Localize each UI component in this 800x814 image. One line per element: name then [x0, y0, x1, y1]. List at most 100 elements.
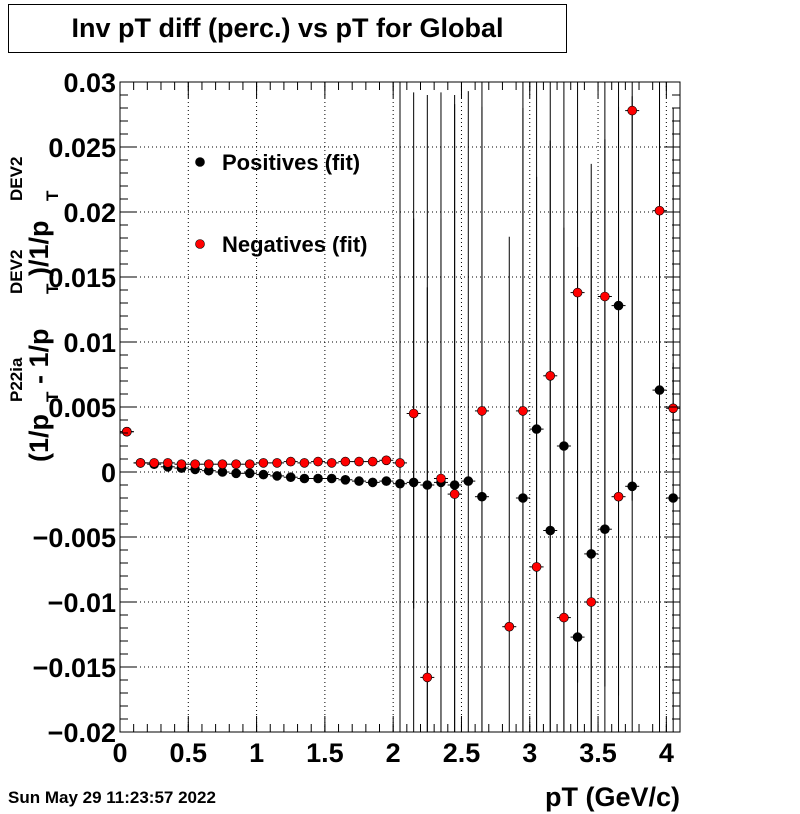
legend: Positives (fit) Negatives (fit)	[195, 150, 367, 257]
negative-point	[217, 459, 228, 470]
negative-point	[518, 406, 528, 416]
x-tick-label: 2	[386, 738, 401, 768]
positive-point	[654, 385, 665, 395]
y-label-superscript: P22ia	[7, 357, 26, 402]
negative-point	[559, 612, 569, 623]
positive-point	[244, 468, 255, 479]
negative-point	[122, 426, 132, 437]
negative-point	[272, 458, 282, 468]
datestamp: Sun May 29 11:23:57 2022	[8, 788, 216, 807]
legend-marker	[195, 239, 205, 249]
x-axis-label: pT (GeV/c)	[545, 782, 680, 812]
negative-point	[299, 458, 310, 468]
tick-labels: 0 0.5 1 1.5 2 2.5 3 3.5 4 −0.02 −0.015 −0.01 −0.005 0…	[33, 68, 674, 768]
x-tick-label: 1	[249, 738, 264, 768]
negative-point	[381, 455, 392, 466]
negative-point	[190, 459, 200, 470]
axis-ticks	[119, 81, 681, 733]
positive-point	[395, 478, 405, 489]
y-tick-label: −0.02	[48, 718, 116, 748]
positive-point	[381, 476, 392, 486]
y-label-text: - 1/p	[24, 328, 54, 384]
negative-point	[285, 456, 296, 467]
negative-point	[326, 458, 337, 468]
negative-point	[436, 473, 446, 484]
negative-point	[313, 456, 323, 467]
negative-point	[654, 205, 665, 216]
y-label-text: (1/p	[24, 414, 54, 462]
positive-point	[600, 524, 610, 535]
positive-point	[559, 441, 569, 451]
positive-point	[231, 468, 241, 479]
x-tick-label: 1.5	[306, 738, 344, 768]
positive-point	[422, 480, 433, 490]
negative-point	[203, 459, 214, 470]
y-tick-label: 0.005	[48, 393, 116, 423]
positive-point	[354, 476, 364, 486]
y-label-text: )/1/p	[24, 220, 54, 276]
negative-point	[668, 403, 678, 414]
legend-label: Negatives (fit)	[222, 232, 367, 257]
x-tick-label: 0.5	[170, 738, 208, 768]
positive-point	[367, 477, 378, 488]
negative-point	[163, 458, 173, 468]
positive-point	[285, 472, 296, 483]
negative-point	[395, 458, 405, 468]
y-label-subscript: T	[43, 283, 62, 294]
negative-point	[600, 291, 610, 302]
y-label-subscript: T	[43, 391, 62, 402]
legend-marker	[195, 157, 205, 167]
x-tick-label: 3.5	[579, 738, 617, 768]
legend-label: Positives (fit)	[222, 150, 360, 175]
positive-point	[463, 476, 474, 486]
positive-point	[572, 632, 583, 642]
positive-point	[299, 473, 310, 484]
y-label-superscript: DEV2	[7, 250, 26, 294]
negative-point	[422, 672, 433, 683]
y-tick-label: 0.01	[63, 328, 116, 358]
positive-point	[613, 300, 624, 311]
y-tick-label: 0.03	[63, 68, 116, 98]
positive-point	[313, 473, 323, 484]
y-label-subscript: T	[43, 190, 62, 201]
data-points	[122, 105, 678, 683]
x-tick-label: 0	[112, 738, 127, 768]
negative-point	[367, 456, 378, 467]
negative-point	[504, 621, 515, 632]
positive-point	[272, 471, 282, 481]
y-tick-label: −0.005	[33, 523, 116, 553]
negative-point	[340, 456, 351, 467]
negative-point	[408, 408, 419, 419]
positive-point	[531, 424, 542, 434]
positive-point	[449, 480, 460, 490]
x-tick-label: 4	[659, 738, 674, 768]
negative-point	[627, 105, 637, 116]
y-tick-label: 0	[101, 458, 116, 488]
positive-point	[586, 549, 597, 559]
positive-point	[326, 473, 337, 484]
y-tick-label: 0.015	[48, 263, 116, 293]
positive-point	[408, 477, 419, 488]
y-tick-label: −0.01	[48, 588, 116, 618]
negative-point	[135, 458, 146, 468]
chart-title: Inv pT diff (perc.) vs pT for Global	[8, 4, 567, 53]
positive-point	[627, 481, 637, 492]
x-tick-label: 3	[522, 738, 537, 768]
negative-point	[244, 459, 255, 470]
negative-point	[586, 597, 597, 607]
negative-point	[545, 370, 556, 381]
negative-point	[176, 459, 187, 470]
negative-point	[572, 287, 583, 298]
negative-point	[231, 459, 241, 470]
positive-point	[545, 525, 556, 536]
negative-point	[449, 489, 460, 499]
positive-point	[340, 474, 351, 485]
negative-point	[354, 456, 364, 467]
y-tick-label: 0.02	[63, 198, 116, 228]
negative-point	[531, 562, 542, 572]
negative-point	[477, 406, 487, 416]
x-tick-label: 2.5	[443, 738, 481, 768]
positive-point	[518, 493, 528, 503]
